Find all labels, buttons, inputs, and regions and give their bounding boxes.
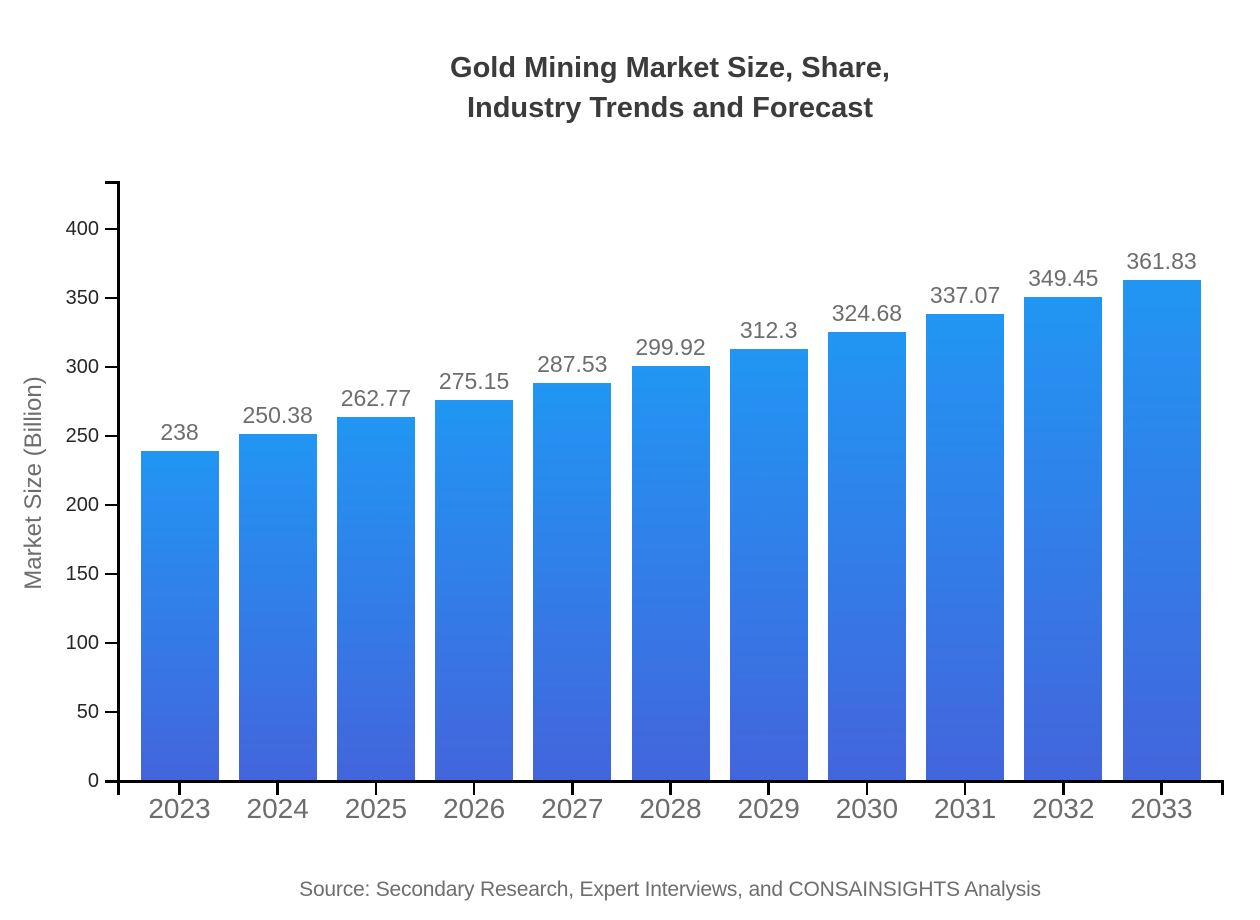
bar (336, 417, 415, 780)
y-axis-tick (105, 641, 117, 645)
bar-value-label: 250.38 (242, 402, 313, 429)
y-tick-label: 0 (87, 770, 99, 792)
x-tick-label: 2024 (246, 793, 309, 824)
y-axis-tick (105, 227, 117, 230)
bar (926, 314, 1005, 780)
x-tick-label: 2028 (639, 793, 702, 824)
bar-value-label: 275.15 (438, 367, 510, 394)
x-axis-tick (1160, 782, 1163, 795)
y-tick-label: 250 (65, 424, 99, 447)
y-axis-tick (105, 434, 117, 438)
y-tick-label: 100 (65, 631, 99, 654)
bar-value-label: 361.83 (1126, 248, 1197, 275)
chart-title-line2: Industry Trends and Forecast (466, 92, 874, 124)
x-axis-tick (472, 782, 476, 795)
x-tick-label: 2023 (148, 793, 211, 824)
x-axis-line (117, 780, 1224, 783)
y-axis-line (117, 181, 120, 795)
x-axis-tick (767, 782, 770, 795)
chart-title: Gold Mining Market Size, Share, Industry… (75, 48, 1260, 128)
y-axis-tick (105, 780, 117, 783)
x-axis-tick (571, 782, 574, 795)
x-tick-label: 2027 (541, 793, 604, 824)
bar-value-label: 299.92 (635, 333, 706, 360)
bar (238, 434, 317, 780)
bar (533, 382, 612, 780)
y-axis-end-tick (105, 181, 117, 184)
y-axis-tick (105, 710, 117, 714)
x-axis-tick (374, 782, 378, 795)
bar (435, 399, 514, 780)
bar (1122, 280, 1201, 780)
bar (729, 348, 808, 780)
x-axis-tick (178, 782, 181, 795)
bar-value-label: 287.53 (537, 350, 608, 377)
source-text: Source: Secondary Research, Expert Inter… (299, 878, 1041, 901)
chart-title-line1: Gold Mining Market Size, Share, (450, 52, 890, 84)
y-tick-label: 350 (65, 286, 99, 309)
x-axis-tick (276, 782, 279, 795)
y-axis-tick (105, 365, 117, 369)
x-tick-label: 2030 (835, 793, 899, 824)
y-tick-label: 300 (65, 355, 99, 378)
y-tick-label: 150 (65, 562, 99, 585)
x-tick-label: 2025 (344, 793, 408, 824)
bar-value-label: 337.07 (929, 282, 1001, 309)
x-axis-tick (963, 782, 967, 795)
bar-value-label: 238 (160, 419, 199, 446)
bar (631, 365, 710, 780)
x-tick-label: 2032 (1032, 793, 1095, 824)
x-tick-label: 2029 (737, 793, 800, 824)
bar (140, 451, 219, 780)
x-tick-label: 2026 (442, 793, 506, 824)
y-tick-label: 200 (65, 493, 99, 516)
x-axis-tick (669, 782, 672, 795)
x-axis-tick (1062, 782, 1065, 795)
x-axis-end-tick (1221, 782, 1224, 795)
y-axis-tick (105, 503, 117, 507)
bar-value-label: 349.45 (1028, 265, 1099, 292)
bar (1024, 297, 1103, 780)
x-tick-label: 2033 (1130, 793, 1193, 824)
x-axis-tick (865, 782, 869, 795)
y-axis-tick (105, 296, 117, 300)
bar-value-label: 312.3 (739, 316, 798, 343)
bar-value-label: 262.77 (340, 385, 412, 412)
y-tick-label: 400 (65, 217, 99, 240)
x-tick-label: 2031 (933, 793, 997, 824)
bar (827, 331, 906, 780)
y-axis-tick (105, 572, 117, 576)
y-tick-label: 50 (76, 700, 99, 723)
bar-value-label: 324.68 (831, 299, 903, 326)
